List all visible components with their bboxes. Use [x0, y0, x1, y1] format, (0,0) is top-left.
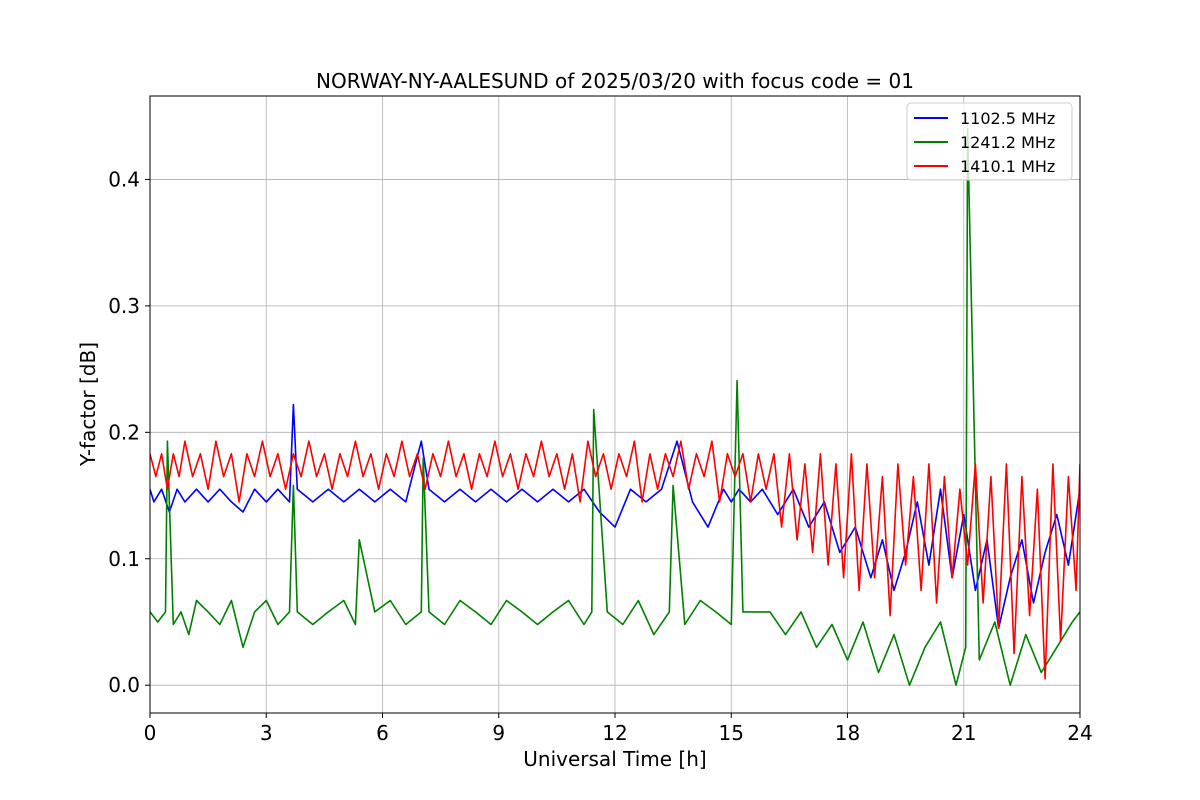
legend-box [906, 102, 1073, 181]
chart-title: NORWAY-NY-AALESUND of 2025/03/20 with fo… [316, 69, 914, 93]
y-tick-label: 0.2 [108, 420, 140, 444]
x-tick-label: 24 [1067, 721, 1092, 745]
y-tick-label: 0.1 [108, 547, 140, 571]
series-lines [150, 128, 1080, 687]
x-axis-label: Universal Time [h] [523, 747, 706, 771]
y-tick-label: 0.0 [108, 673, 140, 697]
x-tick-label: 0 [144, 721, 157, 745]
legend-label: 1102.5 MHz [960, 109, 1055, 128]
axis-ticks: 0 3 6 9 12 15 18 21 24 0.0 0.1 0.2 0.3 0.4 [108, 167, 1093, 745]
y-axis-label: Y-factor [dB] [76, 342, 100, 467]
legend: 1102.5 MHz 1241.2 MHz 1410.1 MHz [906, 102, 1073, 181]
legend-label: 1410.1 MHz [960, 157, 1055, 176]
x-tick-label: 21 [951, 721, 976, 745]
x-tick-label: 15 [719, 721, 744, 745]
x-tick-label: 9 [492, 721, 505, 745]
y-tick-label: 0.3 [108, 294, 140, 318]
x-tick-label: 18 [835, 721, 860, 745]
series-line-3 [150, 440, 1080, 680]
y-tick-label: 0.4 [108, 167, 140, 191]
series-line-1 [150, 403, 1080, 630]
x-tick-label: 12 [602, 721, 627, 745]
x-tick-label: 3 [260, 721, 273, 745]
x-tick-label: 6 [376, 721, 389, 745]
legend-label: 1241.2 MHz [960, 133, 1055, 152]
series-line-2 [150, 128, 1080, 687]
